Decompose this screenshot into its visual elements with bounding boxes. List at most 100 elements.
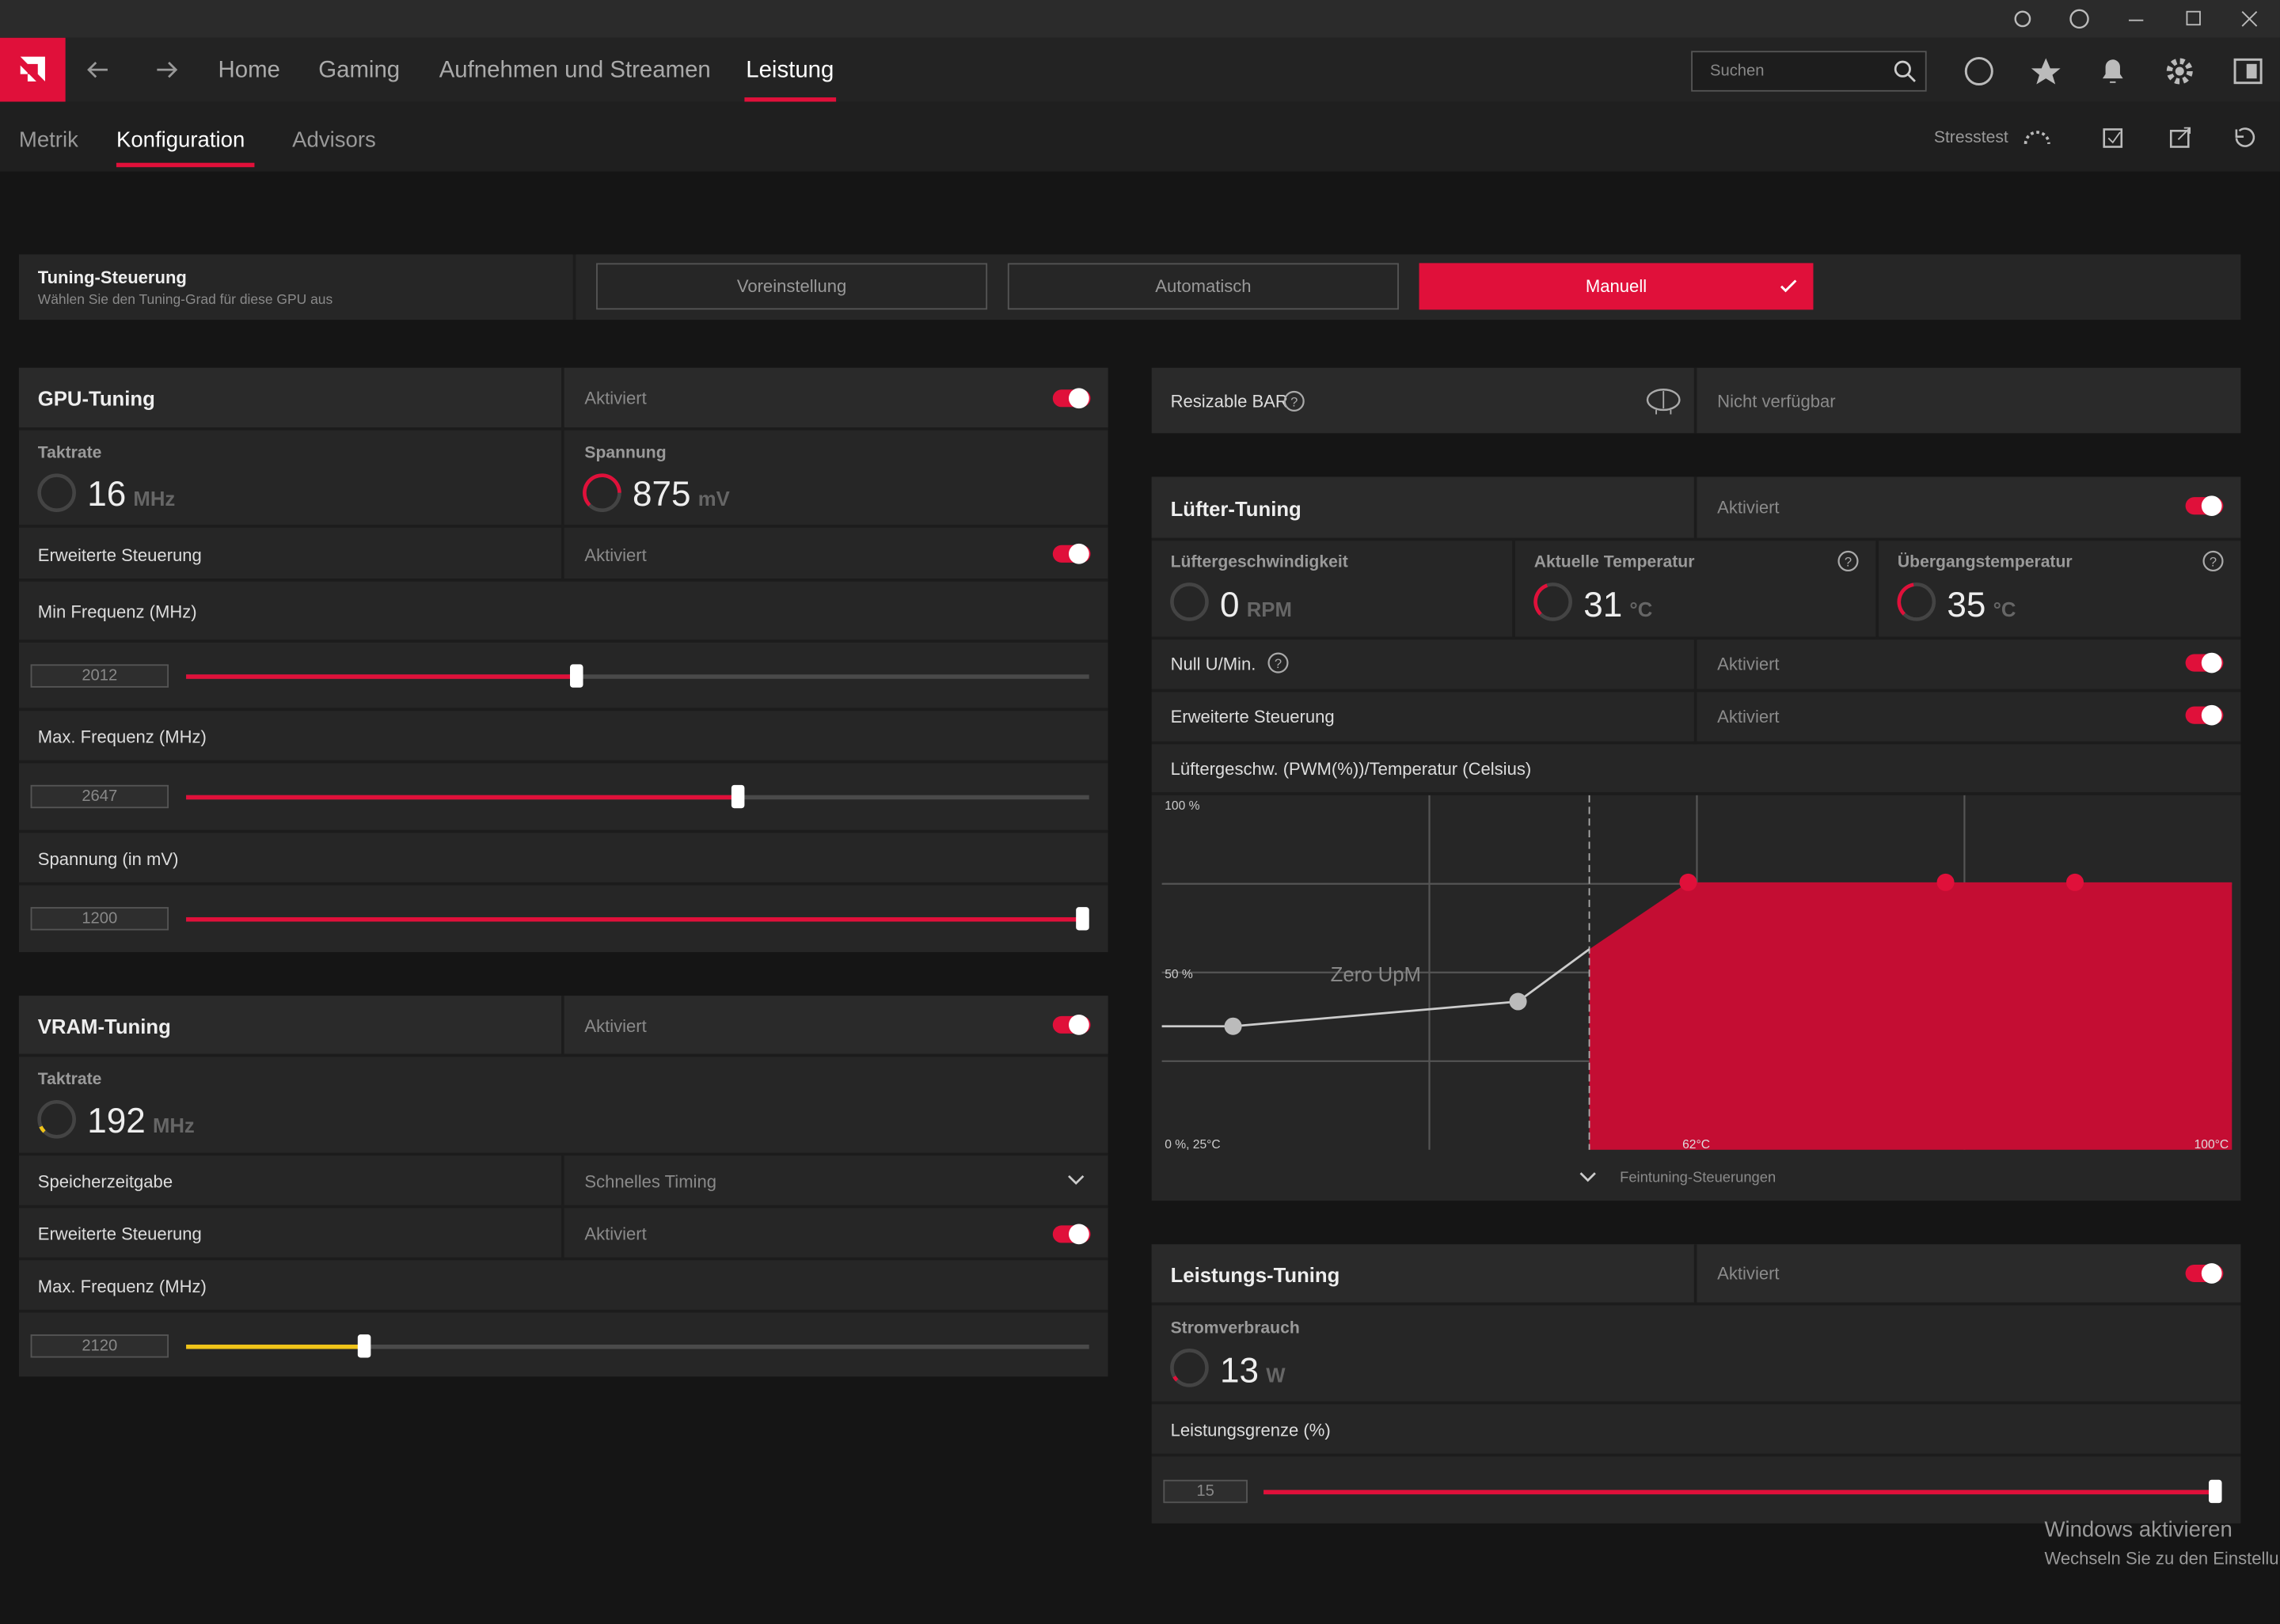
- graphic: [1068, 1174, 1085, 1186]
- nav-tab[interactable]: Aufnehmen und Streamen: [439, 58, 711, 83]
- value: 16: [87, 475, 127, 515]
- zero-rpm-label: Zero UpM: [1330, 962, 1421, 986]
- status: Aktiviert: [1717, 1263, 1780, 1284]
- divider: [18, 708, 1108, 711]
- metric-label: Stromverbrauch: [1170, 1319, 1300, 1338]
- divider: [18, 1152, 1108, 1156]
- divider: [1512, 541, 1515, 637]
- graphic: [1161, 948, 1590, 1028]
- help-icon[interactable]: ?: [1837, 549, 1860, 572]
- graphic: [2166, 58, 2193, 85]
- nav-tab-active[interactable]: Leistung: [746, 58, 834, 83]
- graphic: [1780, 279, 1797, 293]
- toggle[interactable]: [2185, 495, 2224, 517]
- divider: [18, 525, 1108, 528]
- mode-button-active[interactable]: Manuell: [1419, 263, 1814, 310]
- gauge: [1533, 582, 1572, 621]
- unit: °C: [1993, 597, 2016, 621]
- unit: W: [1266, 1363, 1286, 1387]
- mode-button[interactable]: Automatisch: [1007, 263, 1399, 310]
- slider[interactable]: [186, 907, 1089, 931]
- nav-tab[interactable]: Gaming: [318, 58, 401, 83]
- row-title: Tuning-Steuerung: [37, 267, 187, 288]
- toolbar-icons[interactable]: [1963, 55, 2269, 87]
- slider-value[interactable]: 2012: [30, 664, 169, 688]
- slider[interactable]: [186, 664, 1089, 688]
- graphic: [2065, 873, 2084, 891]
- help-icon[interactable]: ?: [1267, 651, 1290, 674]
- panel-title: Lüfter-Tuning: [1170, 497, 1302, 521]
- watermark-subtitle: Wechseln Sie zu den Einstellung: [2044, 1548, 2280, 1569]
- divider: [1875, 541, 1879, 637]
- status: Nicht verfügbar: [1717, 391, 1836, 412]
- divider: [1151, 689, 2241, 692]
- gauge: [1170, 582, 1209, 621]
- toggle[interactable]: [2185, 1263, 2224, 1284]
- help-icon[interactable]: ?: [1282, 389, 1305, 412]
- fan-curve[interactable]: [1161, 795, 2232, 1150]
- status: Aktiviert: [584, 388, 647, 409]
- divider: [560, 1155, 564, 1261]
- graphic: [1172, 1375, 1179, 1382]
- graphic: [2024, 131, 2050, 144]
- mode-button[interactable]: Voreinstellung: [596, 263, 988, 310]
- slider-value[interactable]: 15: [1163, 1479, 1248, 1504]
- value: 0: [1220, 586, 1240, 625]
- help-icon[interactable]: ?: [2202, 549, 2225, 572]
- subnav-icons[interactable]: [2021, 125, 2268, 151]
- metric-label: Lüftergeschwindigkeit: [1170, 553, 1348, 571]
- unit: MHz: [133, 487, 176, 510]
- graphic: [20, 56, 45, 82]
- metric-label: Übergangstemperatur: [1897, 553, 2073, 571]
- toggle[interactable]: [1052, 1224, 1091, 1245]
- graphic: [1224, 1017, 1242, 1035]
- slider[interactable]: [1264, 1479, 2222, 1504]
- graphic: [2246, 63, 2257, 79]
- slider-value[interactable]: 2647: [30, 784, 169, 809]
- metric-value: 35 °C: [1947, 586, 2016, 626]
- toggle[interactable]: [1052, 543, 1091, 564]
- value: 13: [1220, 1352, 1260, 1391]
- row-label: Speicherzeitgabe: [37, 1171, 173, 1193]
- status: Aktiviert: [1717, 654, 1780, 675]
- sub-tab[interactable]: Metrik: [18, 127, 78, 153]
- graphic: [2169, 130, 2190, 148]
- search-box[interactable]: Suchen: [1691, 51, 1927, 92]
- graphic: [2102, 59, 2123, 83]
- graphic: [39, 1125, 46, 1133]
- sub-tab[interactable]: Advisors: [292, 127, 376, 153]
- tab-underline: [116, 162, 255, 168]
- slider-label: Max. Frequenz (MHz): [37, 1276, 207, 1297]
- divider: [560, 367, 564, 528]
- stresstest-label[interactable]: Stresstest: [1933, 129, 2008, 147]
- chevron: [1068, 1174, 1085, 1186]
- slider-value[interactable]: 2120: [30, 1334, 169, 1358]
- toggle[interactable]: [1052, 1015, 1091, 1035]
- expander[interactable]: Feintuning-Steuerungen: [1620, 1170, 1776, 1186]
- divider: [560, 996, 564, 1054]
- row-label: Resizable BAR: [1170, 391, 1288, 412]
- nav-tab[interactable]: Home: [218, 58, 280, 83]
- graphic: ?: [2210, 554, 2217, 569]
- graphic: [1964, 56, 1993, 85]
- axis-label: 100°C: [2194, 1136, 2229, 1152]
- row-label: Erweiterte Steuerung: [37, 544, 202, 566]
- graphic: [1894, 60, 1916, 82]
- curve-title: Lüftergeschw. (PWM(%))/Temperatur (Celsi…: [1170, 758, 1532, 780]
- toggle[interactable]: [1052, 388, 1091, 409]
- slider-value[interactable]: 1200: [30, 907, 169, 931]
- divider: [18, 579, 1108, 582]
- divider: [357, 1334, 371, 1358]
- toggle[interactable]: [2185, 704, 2224, 726]
- slider[interactable]: [186, 784, 1089, 809]
- row-label: Erweiterte Steuerung: [1170, 706, 1335, 727]
- toggle[interactable]: [2185, 652, 2224, 674]
- graphic: [1655, 391, 1672, 415]
- history-arrows[interactable]: [85, 58, 187, 81]
- dropdown[interactable]: Schnelles Timing: [584, 1171, 716, 1193]
- value: 192: [87, 1102, 146, 1141]
- divider: [18, 1205, 1108, 1209]
- sub-tab-active[interactable]: Konfiguration: [116, 127, 245, 153]
- slider[interactable]: [186, 1334, 1089, 1358]
- status: Aktiviert: [584, 544, 647, 566]
